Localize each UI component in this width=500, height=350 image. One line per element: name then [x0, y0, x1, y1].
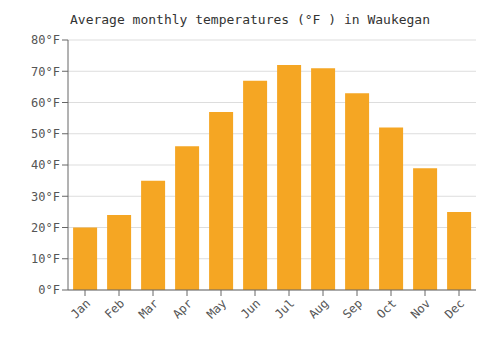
svg-text:Aug: Aug: [306, 296, 331, 321]
html-text:Average monthly temperatures (: Average monthly temperatures (°F ) in Wa…: [70, 12, 430, 27]
svg-text:Jul: Jul: [272, 296, 297, 321]
svg-text:50°F: 50°F: [31, 127, 60, 141]
svg-text:80°F: 80°F: [31, 33, 60, 47]
svg-text:20°F: 20°F: [31, 221, 60, 235]
svg-text:30°F: 30°F: [31, 190, 60, 204]
svg-text:40°F: 40°F: [31, 158, 60, 172]
svg-text:Jan: Jan: [68, 296, 93, 321]
svg-text:10°F: 10°F: [31, 252, 60, 266]
svg-text:May: May: [204, 296, 229, 321]
svg-text:Dec: Dec: [442, 296, 467, 321]
svg-text:Nov: Nov: [408, 296, 433, 321]
svg-text:60°F: 60°F: [31, 96, 60, 110]
svg-text:70°F: 70°F: [31, 65, 60, 79]
svg-text:Mar: Mar: [136, 296, 161, 321]
svg-text:0°F: 0°F: [38, 283, 60, 297]
svg-text:Sep: Sep: [340, 296, 365, 321]
svg-text:Apr: Apr: [170, 296, 195, 321]
svg-text:Jun: Jun: [238, 296, 263, 321]
svg-text:Feb: Feb: [102, 296, 127, 321]
svg-text:Oct: Oct: [374, 296, 399, 321]
